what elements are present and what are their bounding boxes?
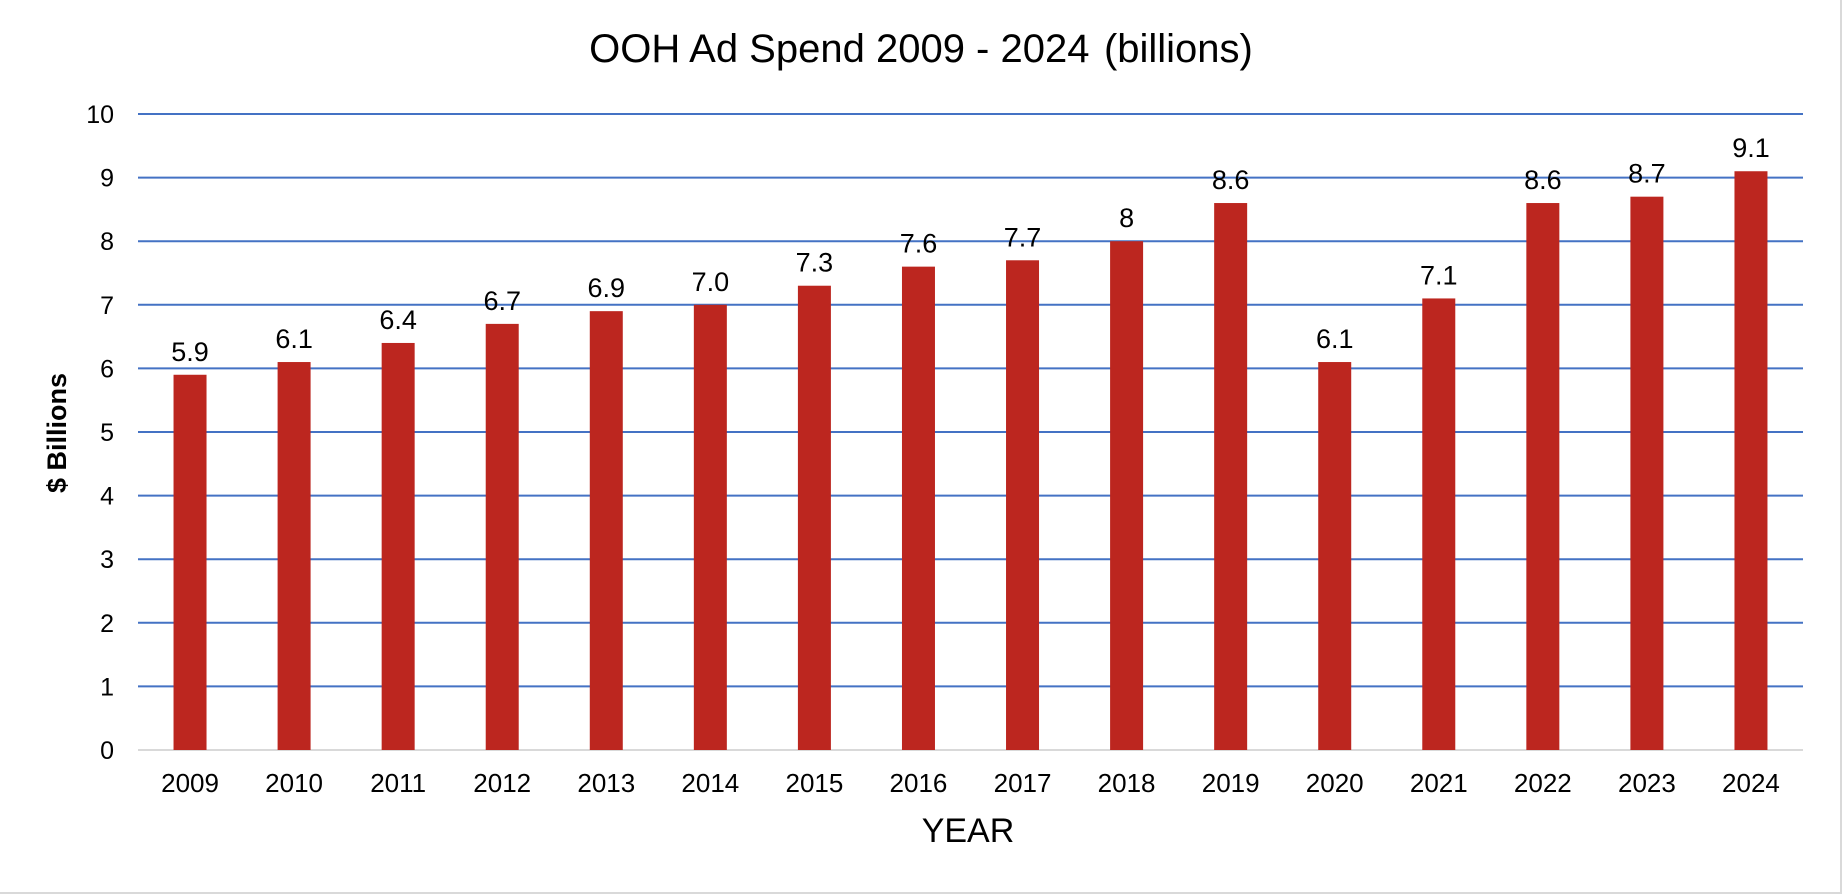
data-label-2010: 6.1 xyxy=(275,324,313,354)
x-tick-label: 2009 xyxy=(161,768,219,798)
data-label-2013: 6.9 xyxy=(588,273,626,303)
bar-2013 xyxy=(590,311,623,750)
y-tick-label: 0 xyxy=(100,737,114,765)
data-label-2024: 9.1 xyxy=(1732,133,1770,163)
x-tick-label: 2012 xyxy=(473,768,531,798)
bar-2019 xyxy=(1214,203,1247,750)
data-label-2022: 8.6 xyxy=(1524,165,1562,195)
y-tick-label: 2 xyxy=(100,610,114,638)
bar-2018 xyxy=(1110,241,1143,750)
y-axis-title: $ Billions xyxy=(42,373,72,493)
x-tick-label: 2022 xyxy=(1514,768,1572,798)
x-tick-label: 2023 xyxy=(1618,768,1676,798)
x-axis-ticks: 2009 2010 2011 2012 2013 2014 2015 2016 2017 2018… xyxy=(161,768,1780,798)
y-tick-label: 6 xyxy=(100,355,114,383)
data-label-2015: 7.3 xyxy=(796,248,834,278)
y-tick-label: 9 xyxy=(100,165,114,193)
bar-2023 xyxy=(1630,197,1663,750)
bar-2012 xyxy=(486,324,519,750)
x-tick-label: 2017 xyxy=(994,768,1052,798)
bar-2015 xyxy=(798,286,831,750)
data-label-2019: 8.6 xyxy=(1212,165,1250,195)
x-tick-label: 2013 xyxy=(577,768,635,798)
data-label-2018: 8 xyxy=(1119,203,1134,233)
y-axis-ticks: 0 1 2 3 4 5 6 7 8 9 10 xyxy=(86,101,114,765)
bar-2020 xyxy=(1318,362,1351,750)
bar-2014 xyxy=(694,305,727,750)
y-tick-label: 5 xyxy=(100,419,114,447)
y-tick-label: 8 xyxy=(100,228,114,256)
y-tick-label: 7 xyxy=(100,292,114,320)
data-label-2016: 7.6 xyxy=(900,229,938,259)
chart-frame: OOH Ad Spend 2009 - 2024 (billions) 0 1 2 3… xyxy=(0,0,1842,894)
x-tick-label: 2024 xyxy=(1722,768,1780,798)
x-tick-label: 2015 xyxy=(785,768,843,798)
x-tick-label: 2020 xyxy=(1306,768,1364,798)
bars xyxy=(174,171,1768,750)
bar-2017 xyxy=(1006,260,1039,750)
x-tick-label: 2021 xyxy=(1410,768,1468,798)
bar-2021 xyxy=(1422,298,1455,750)
bar-2022 xyxy=(1526,203,1559,750)
bar-chart: OOH Ad Spend 2009 - 2024 (billions) 0 1 2 3… xyxy=(0,0,1842,894)
y-tick-label: 1 xyxy=(100,673,114,701)
chart-title-subtitle: (billions) xyxy=(1104,27,1253,71)
data-label-2014: 7.0 xyxy=(692,267,730,297)
data-label-2017: 7.7 xyxy=(1004,222,1042,252)
data-label-2020: 6.1 xyxy=(1316,324,1354,354)
y-tick-label: 10 xyxy=(86,101,114,129)
x-tick-label: 2019 xyxy=(1202,768,1260,798)
data-label-2011: 6.4 xyxy=(379,305,417,335)
x-axis-title: YEAR xyxy=(922,812,1015,850)
x-tick-label: 2014 xyxy=(681,768,739,798)
y-tick-label: 4 xyxy=(100,483,114,511)
x-tick-label: 2011 xyxy=(370,768,426,798)
bar-2010 xyxy=(278,362,311,750)
x-tick-label: 2016 xyxy=(890,768,948,798)
chart-title: OOH Ad Spend 2009 - 2024 (billions) xyxy=(589,27,1253,71)
data-label-2021: 7.1 xyxy=(1420,260,1458,290)
bar-2011 xyxy=(382,343,415,750)
y-tick-label: 3 xyxy=(100,546,114,574)
data-label-2012: 6.7 xyxy=(483,286,521,316)
bar-2016 xyxy=(902,267,935,750)
x-tick-label: 2018 xyxy=(1098,768,1156,798)
bar-2024 xyxy=(1734,171,1767,750)
bar-2009 xyxy=(174,375,207,750)
data-label-2009: 5.9 xyxy=(171,337,209,367)
x-tick-label: 2010 xyxy=(265,768,323,798)
data-label-2023: 8.7 xyxy=(1628,159,1666,189)
chart-title-main: OOH Ad Spend 2009 - 2024 xyxy=(589,27,1089,71)
